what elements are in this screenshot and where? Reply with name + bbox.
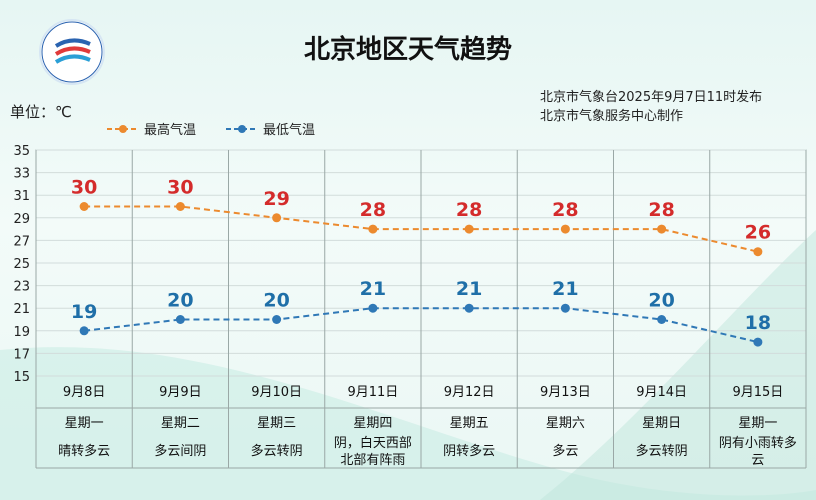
- background-swoosh: [0, 230, 816, 500]
- series-high-point: [272, 213, 282, 223]
- y-tick-label: 31: [13, 189, 30, 204]
- series-low-point: [753, 337, 763, 347]
- issuer-line-2: 北京市气象服务中心制作: [540, 108, 683, 124]
- legend-high-label: 最高气温: [144, 122, 196, 138]
- series-high-data-label: 28: [552, 199, 578, 221]
- y-tick-label: 15: [13, 370, 30, 385]
- meteorological-service-logo: [39, 19, 105, 85]
- series-low-data-label: 20: [263, 290, 289, 312]
- series-high-line: [84, 205, 759, 253]
- weekday-label: 星期二: [161, 416, 200, 431]
- date-label: 9月10日: [251, 385, 302, 400]
- unit-label: 单位：℃: [10, 103, 72, 121]
- series-high-data-label: 28: [360, 199, 386, 221]
- y-tick-label: 21: [13, 302, 30, 317]
- weather-label: 多云: [552, 443, 578, 459]
- series-low-data-label: 20: [167, 290, 193, 312]
- y-tick-label: 29: [13, 212, 30, 227]
- series-high-point: [753, 247, 763, 257]
- date-label: 9月15日: [732, 385, 783, 400]
- series-high-data-label: 28: [456, 199, 482, 221]
- y-tick-label: 17: [13, 347, 30, 362]
- weekday-label: 星期日: [642, 416, 681, 431]
- page-title: 北京地区天气趋势: [304, 34, 512, 65]
- y-tick-label: 25: [13, 257, 30, 272]
- series-high-data-label: 28: [648, 199, 674, 221]
- series-high-point: [657, 224, 667, 234]
- series-low-point: [464, 303, 474, 313]
- legend-low-marker: [238, 125, 246, 133]
- y-tick-label: 35: [13, 144, 30, 159]
- series-high-data-label: 26: [745, 222, 771, 244]
- chart-marks: 30 30 29 28 28 28 28 26 19 20 20 21 21 21 20 18: [71, 177, 771, 347]
- date-label: 9月13日: [540, 385, 591, 400]
- weather-label: 阴有小雨转多云: [719, 435, 797, 468]
- series-low-point: [79, 326, 89, 336]
- date-label: 9月8日: [63, 385, 106, 400]
- series-high-point: [368, 224, 378, 234]
- weather-label: 多云转阴: [636, 443, 688, 459]
- weekday-label: 星期一: [65, 416, 104, 431]
- legend-low-label: 最低气温: [263, 122, 315, 138]
- weather-label: 阴，白天西部北部有阵雨: [334, 435, 412, 468]
- issuer-line-1: 北京市气象台2025年9月7日11时发布: [540, 89, 762, 105]
- series-low-data-label: 19: [71, 301, 97, 323]
- date-label: 9月9日: [159, 385, 202, 400]
- series-low-line: [84, 307, 759, 344]
- weather-label: 阴转多云: [443, 443, 495, 459]
- date-label: 9月14日: [636, 385, 687, 400]
- series-low-data-label: 21: [552, 278, 578, 300]
- weekday-label: 星期一: [738, 416, 777, 431]
- weekday-label: 星期三: [257, 416, 296, 431]
- series-low-point: [175, 315, 185, 324]
- series-high-point: [464, 224, 474, 234]
- y-tick-label: 19: [13, 325, 30, 340]
- series-low-data-label: 18: [745, 312, 771, 334]
- series-low-data-label: 21: [360, 278, 386, 300]
- weather-label: 多云转阴: [251, 443, 303, 459]
- series-low-point: [368, 303, 378, 313]
- weekday-label: 星期四: [353, 416, 392, 431]
- series-high-point: [560, 224, 570, 234]
- series-low-point: [272, 315, 282, 324]
- weather-label: 晴转多云: [58, 443, 110, 459]
- date-label: 9月11日: [347, 385, 398, 400]
- series-high-data-label: 30: [167, 177, 193, 199]
- series-low-data-label: 20: [648, 290, 674, 312]
- series-low-data-label: 21: [456, 278, 482, 300]
- y-tick-label: 33: [13, 167, 30, 182]
- series-high-data-label: 30: [71, 177, 97, 199]
- weather-label: 多云间阴: [154, 443, 206, 459]
- series-low-point: [657, 315, 667, 324]
- y-tick-label: 27: [13, 234, 30, 249]
- y-tick-label: 23: [13, 280, 30, 295]
- date-label: 9月12日: [444, 385, 495, 400]
- legend-high-marker: [119, 125, 127, 133]
- series-high-data-label: 29: [263, 188, 289, 210]
- weekday-label: 星期五: [450, 416, 489, 431]
- series-high-point: [79, 202, 89, 211]
- series-high-point: [175, 202, 185, 211]
- weekday-label: 星期六: [546, 416, 585, 431]
- legend: 最高气温 最低气温: [107, 122, 315, 138]
- series-low-point: [560, 303, 570, 313]
